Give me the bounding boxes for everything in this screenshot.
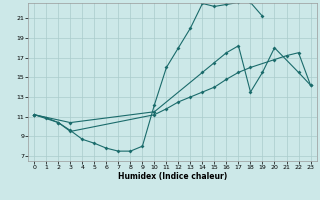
X-axis label: Humidex (Indice chaleur): Humidex (Indice chaleur): [118, 172, 227, 181]
